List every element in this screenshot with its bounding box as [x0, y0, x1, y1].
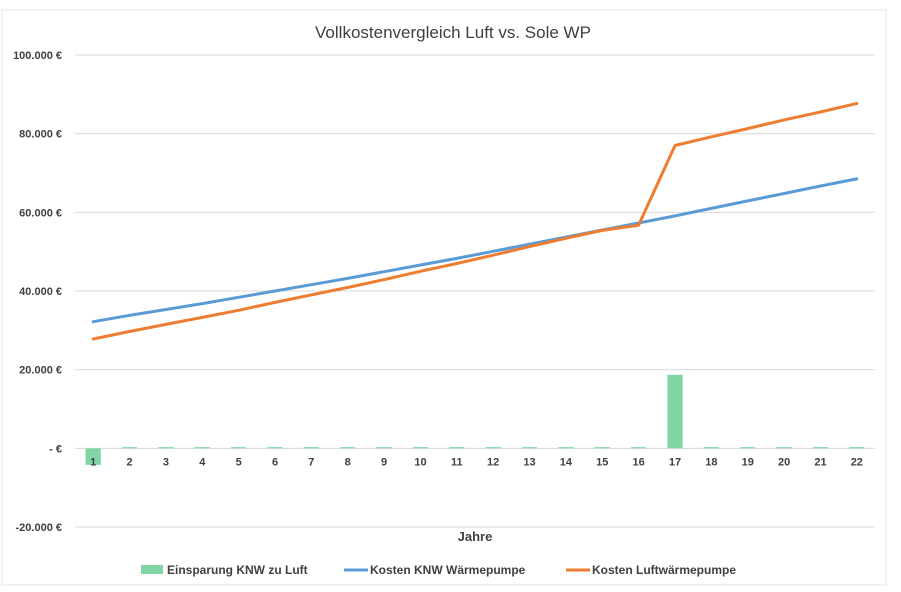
- legend-label: Kosten Luftwärmepumpe: [592, 563, 736, 577]
- line-series: [91, 101, 859, 341]
- x-tick-label: 16: [633, 456, 645, 468]
- x-tick-label: 8: [345, 456, 351, 468]
- legend: Einsparung KNW zu Luft Kosten KNW Wärmepu…: [141, 563, 736, 577]
- x-tick-label: 1: [90, 456, 96, 468]
- x-tick-label: 11: [451, 456, 463, 468]
- bar: [812, 447, 829, 449]
- bar: [740, 447, 756, 449]
- y-tick-label: - €: [49, 443, 62, 455]
- gridlines: [75, 54, 875, 528]
- y-tick-label: 100.000 €: [13, 50, 62, 62]
- y-tick-label: 20.000 €: [19, 365, 62, 377]
- y-tick-label: -20.000 €: [16, 522, 62, 534]
- x-tick-label: 13: [523, 456, 535, 468]
- bar: [303, 447, 319, 449]
- x-axis-tick-labels: 1 2 3 4 5 6 7 8 9 10 11 12 13 14 15 16 17 18 19 20 21 22: [90, 456, 863, 468]
- x-tick-label: 7: [308, 456, 314, 468]
- bar: [158, 447, 174, 449]
- bar-series: [85, 374, 865, 465]
- bar: [121, 447, 138, 449]
- bar: [194, 447, 210, 449]
- bar: [231, 447, 247, 449]
- x-tick-label: 18: [705, 456, 717, 468]
- x-tick-label: 5: [236, 456, 242, 468]
- y-tick-label: 80.000 €: [19, 129, 62, 141]
- x-tick-label: 10: [414, 456, 426, 468]
- bar: [703, 447, 719, 449]
- series-line: [91, 177, 859, 324]
- series-line: [91, 101, 859, 341]
- bar: [849, 447, 865, 449]
- bar: [85, 448, 101, 465]
- bar: [267, 447, 283, 449]
- bar: [449, 447, 465, 449]
- bar: [558, 447, 574, 449]
- x-tick-label: 17: [669, 456, 681, 468]
- y-tick-label: 40.000 €: [19, 286, 62, 298]
- bar: [376, 447, 392, 449]
- x-axis-title: Jahre: [458, 529, 493, 544]
- bar: [667, 374, 683, 449]
- bar: [594, 447, 610, 449]
- legend-label: Kosten KNW Wärmepumpe: [370, 563, 526, 577]
- x-tick-label: 6: [272, 456, 278, 468]
- bar: [631, 447, 647, 449]
- bar: [340, 447, 356, 449]
- y-axis-tick-labels: 100.000 € 80.000 € 60.000 € 40.000 € 20.000 …: [13, 50, 62, 534]
- x-tick-label: 12: [487, 456, 499, 468]
- x-tick-label: 15: [596, 456, 608, 468]
- x-tick-label: 3: [163, 456, 169, 468]
- chart-title: Vollkostenvergleich Luft vs. Sole WP: [315, 23, 591, 42]
- bar: [485, 447, 501, 449]
- x-tick-label: 21: [814, 456, 826, 468]
- x-tick-label: 4: [199, 456, 206, 468]
- bar: [521, 447, 538, 449]
- x-tick-label: 14: [560, 456, 573, 468]
- x-tick-label: 9: [381, 456, 387, 468]
- x-tick-label: 22: [851, 456, 863, 468]
- legend-swatch-bar: [141, 565, 163, 574]
- x-tick-label: 2: [126, 456, 132, 468]
- x-tick-label: 20: [778, 456, 790, 468]
- x-tick-label: 19: [742, 456, 754, 468]
- legend-label: Einsparung KNW zu Luft: [167, 563, 308, 577]
- bar: [776, 447, 792, 449]
- y-tick-label: 60.000 €: [19, 207, 62, 219]
- bar: [412, 447, 429, 449]
